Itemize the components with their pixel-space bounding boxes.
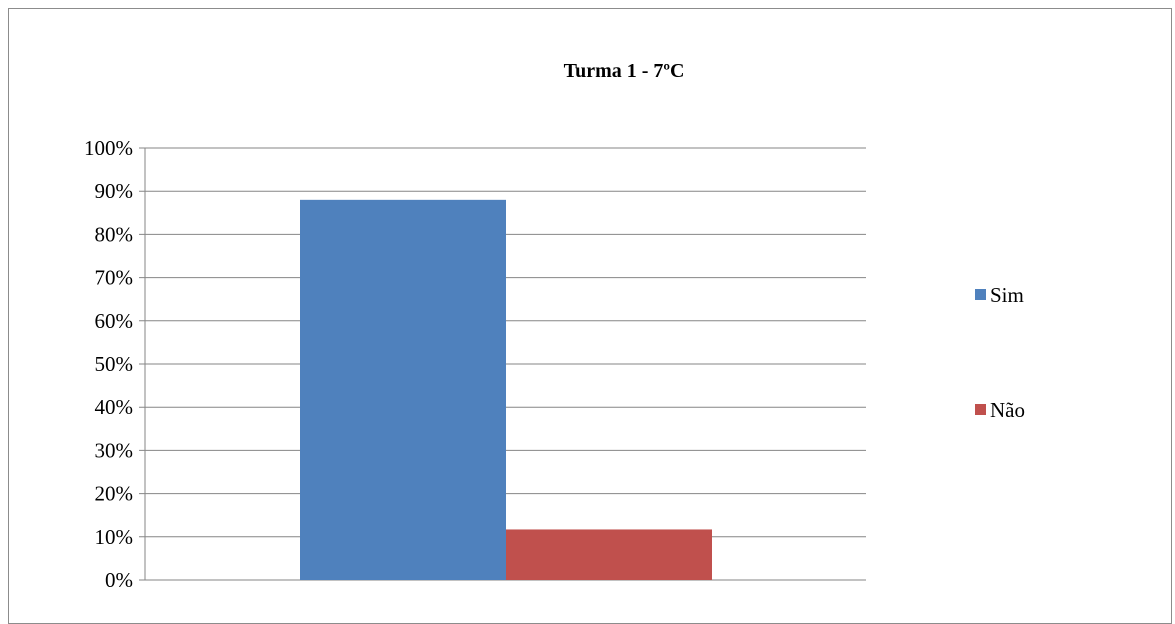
y-tick-label: 50%: [95, 352, 134, 376]
legend-swatch: [975, 289, 986, 300]
y-tick-label: 90%: [95, 179, 134, 203]
legend-swatch: [975, 404, 986, 415]
chart-title: Turma 1 - 7ºC: [564, 60, 685, 82]
bar-no: [506, 529, 712, 580]
legend-label: Não: [990, 398, 1025, 422]
y-tick-label: 70%: [95, 266, 134, 290]
legend-label: Sim: [990, 283, 1024, 307]
bars-layer: [300, 199, 712, 580]
y-tick-label: 30%: [95, 438, 134, 462]
chart-frame: [8, 8, 1172, 624]
bar-sim: [300, 199, 506, 580]
y-tick-label: 10%: [95, 525, 134, 549]
y-tick-label: 40%: [95, 395, 134, 419]
y-tick-label: 0%: [105, 568, 133, 592]
y-tick-label: 80%: [95, 222, 134, 246]
y-tick-label: 100%: [84, 136, 133, 160]
y-tick-labels: 0% 10% 20% 30% 40% 50% 60% 70% 80% 90% 100%: [84, 136, 133, 592]
legend: Sim Não: [975, 283, 1025, 422]
y-tick-label: 60%: [95, 309, 134, 333]
y-tick-label: 20%: [95, 482, 134, 506]
